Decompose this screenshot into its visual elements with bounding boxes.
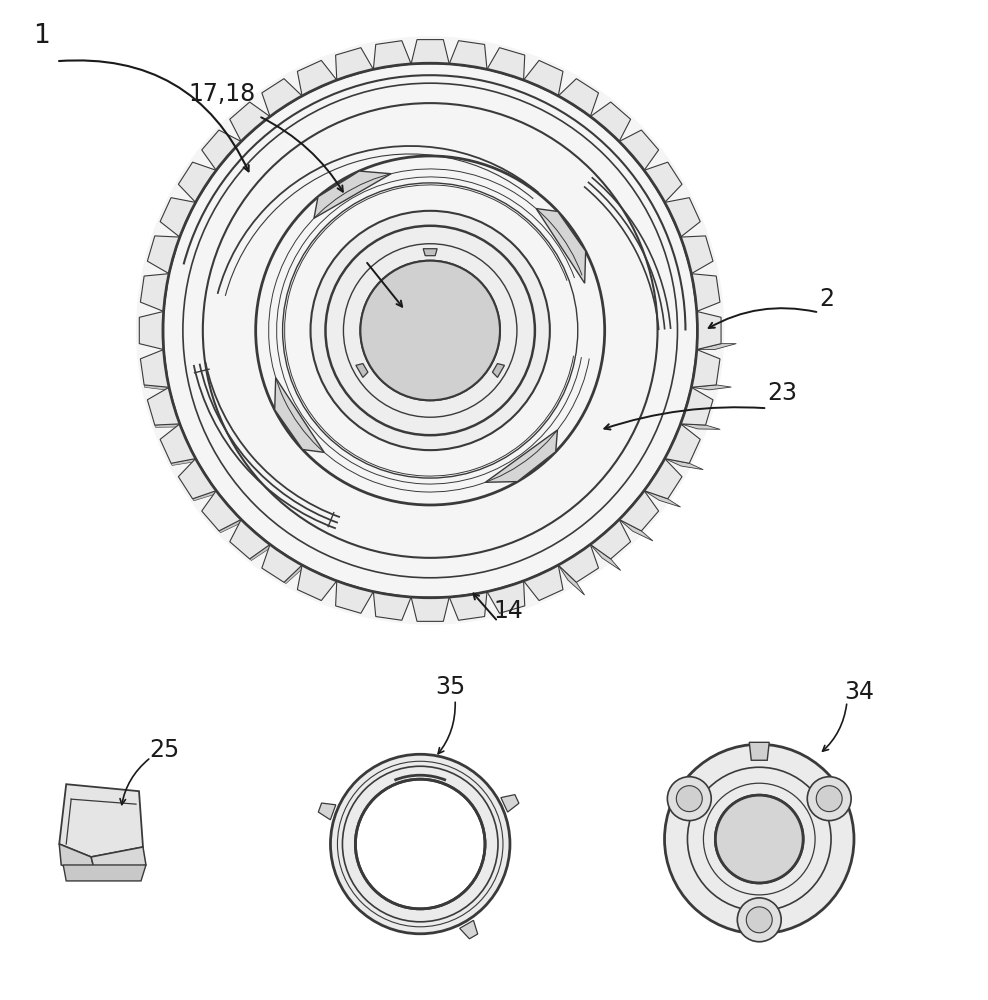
Circle shape [356, 779, 485, 909]
Text: 1: 1 [34, 23, 50, 49]
Text: 14: 14 [493, 599, 523, 623]
Polygon shape [59, 784, 143, 857]
Text: 25: 25 [149, 738, 179, 762]
Polygon shape [275, 378, 324, 452]
Polygon shape [140, 350, 169, 387]
Circle shape [715, 795, 803, 883]
Text: 23: 23 [768, 381, 797, 405]
Polygon shape [619, 491, 659, 531]
Polygon shape [411, 40, 450, 64]
Polygon shape [681, 236, 713, 274]
Polygon shape [230, 519, 270, 559]
Polygon shape [262, 79, 302, 117]
Polygon shape [692, 274, 720, 311]
Circle shape [330, 754, 510, 934]
Polygon shape [644, 162, 682, 202]
Polygon shape [140, 274, 169, 311]
Polygon shape [501, 795, 519, 812]
Polygon shape [665, 459, 703, 470]
Circle shape [677, 786, 702, 812]
Polygon shape [619, 519, 653, 541]
Polygon shape [423, 249, 437, 256]
Polygon shape [147, 236, 180, 274]
Polygon shape [171, 459, 197, 465]
Polygon shape [485, 430, 557, 482]
Text: 35: 35 [435, 675, 465, 699]
Circle shape [816, 786, 842, 812]
Polygon shape [160, 198, 196, 237]
Polygon shape [749, 742, 770, 760]
Polygon shape [356, 364, 368, 377]
Polygon shape [697, 311, 721, 350]
Polygon shape [644, 459, 682, 499]
Polygon shape [59, 844, 96, 877]
Polygon shape [697, 344, 736, 350]
Polygon shape [591, 544, 620, 570]
Polygon shape [644, 491, 681, 507]
Polygon shape [665, 424, 700, 463]
Polygon shape [681, 424, 720, 429]
Polygon shape [336, 581, 373, 613]
Polygon shape [155, 424, 181, 427]
Polygon shape [536, 209, 586, 283]
Polygon shape [591, 102, 630, 142]
Polygon shape [692, 385, 731, 390]
Text: 2: 2 [819, 287, 834, 311]
Circle shape [807, 777, 851, 821]
Polygon shape [681, 387, 713, 425]
Polygon shape [160, 424, 196, 463]
Circle shape [746, 907, 773, 933]
Polygon shape [202, 491, 241, 531]
Polygon shape [558, 544, 599, 582]
Polygon shape [336, 48, 373, 80]
Circle shape [737, 898, 782, 942]
Polygon shape [558, 79, 599, 117]
Polygon shape [297, 60, 337, 96]
Polygon shape [193, 491, 218, 501]
Polygon shape [524, 60, 563, 96]
Text: 34: 34 [844, 680, 874, 704]
Polygon shape [492, 364, 505, 377]
Circle shape [665, 744, 854, 934]
Polygon shape [144, 385, 170, 390]
Polygon shape [179, 162, 216, 202]
Polygon shape [411, 597, 450, 621]
Polygon shape [318, 803, 336, 820]
Polygon shape [314, 171, 391, 218]
Polygon shape [450, 41, 487, 69]
Circle shape [667, 777, 711, 821]
Circle shape [310, 211, 550, 450]
Polygon shape [459, 920, 478, 939]
Text: 17,18: 17,18 [189, 82, 256, 106]
Polygon shape [230, 102, 270, 142]
Polygon shape [202, 130, 241, 170]
Polygon shape [284, 565, 304, 584]
Polygon shape [219, 519, 243, 533]
Polygon shape [558, 565, 585, 595]
Polygon shape [619, 130, 659, 170]
Polygon shape [450, 592, 487, 620]
Polygon shape [262, 544, 302, 582]
Polygon shape [524, 565, 563, 601]
Polygon shape [250, 544, 273, 560]
Polygon shape [63, 865, 146, 881]
Polygon shape [91, 847, 146, 877]
Polygon shape [692, 350, 720, 387]
Circle shape [136, 36, 724, 625]
Polygon shape [297, 565, 337, 601]
Polygon shape [139, 311, 164, 350]
Polygon shape [147, 387, 180, 425]
Polygon shape [591, 519, 630, 559]
Polygon shape [373, 41, 411, 69]
Polygon shape [373, 592, 411, 620]
Polygon shape [179, 459, 216, 499]
Polygon shape [665, 198, 700, 237]
Circle shape [361, 261, 500, 400]
Polygon shape [487, 48, 525, 80]
Polygon shape [487, 581, 525, 613]
